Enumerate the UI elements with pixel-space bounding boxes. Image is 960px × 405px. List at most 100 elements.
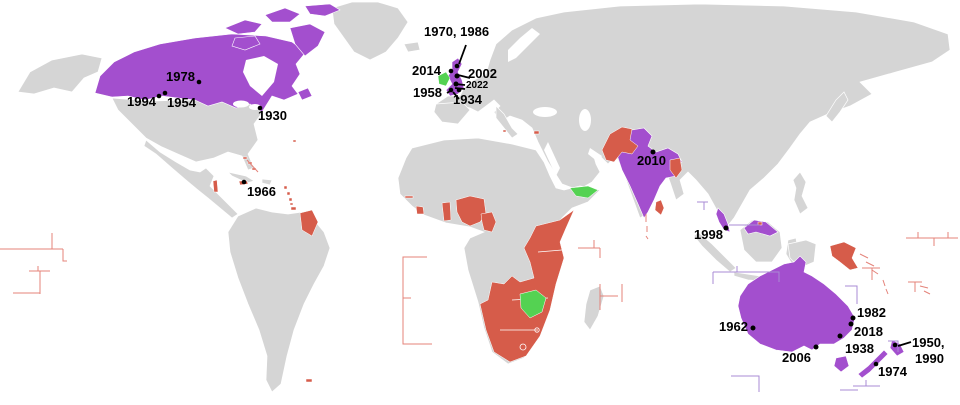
host-city-dot-christchurch [873, 361, 879, 367]
ghana-region [441, 201, 452, 222]
australia-region [737, 255, 856, 353]
birmingham-label-line-1 [454, 83, 466, 86]
lesotho-ring [519, 343, 527, 351]
host-city-dot-gold-coast [848, 321, 854, 327]
east-southern-africa-region [479, 209, 575, 363]
persian-gulf [588, 148, 602, 162]
baffin-island [289, 23, 326, 57]
year-label-glasgow: 2014 [412, 63, 441, 78]
fiji-marks [919, 285, 931, 295]
baltic-sea [508, 28, 540, 62]
eswatini-ring [534, 327, 540, 333]
maldives-marks [645, 214, 649, 240]
belize-region [212, 179, 219, 193]
edinburgh-label-line [458, 44, 467, 65]
alaska-region [17, 53, 103, 95]
year-label-brisbane: 1982 [857, 305, 886, 320]
atlantic-leader-lines [402, 256, 432, 345]
host-city-dot-kingston [241, 179, 247, 185]
former-members [437, 71, 599, 319]
zimbabwe-region [519, 289, 547, 319]
iceland-region [403, 41, 421, 53]
solomon-islands-marks [859, 253, 879, 275]
host-city-dot-vancouver [162, 90, 168, 96]
new-zealand-territory-lines [888, 340, 899, 352]
year-label-birmingham: 2022 [466, 80, 489, 91]
island-leader-lines [0, 201, 958, 392]
vanuatu-marks [882, 279, 889, 295]
hispaniola-region [261, 178, 273, 186]
year-label-hamilton: 1930 [258, 108, 287, 123]
manchester-label-line [457, 74, 471, 79]
lesser-antilles-2 [286, 191, 291, 196]
eurasia-region [434, 3, 951, 229]
mexico-central-america-region [143, 139, 239, 219]
bahamas-leader-line [246, 159, 259, 173]
red-sea [544, 142, 560, 176]
sierra-leone-region [415, 205, 425, 215]
canada-arctic-islands [224, 19, 263, 35]
host-city-dot-edinburgh [454, 63, 460, 69]
cyprus-region [533, 130, 540, 135]
bahamas-1 [242, 156, 248, 160]
year-label-auckland-line2: 1990 [915, 351, 944, 366]
host-city-dot-edmonton [196, 79, 202, 85]
cardiff-label-line [446, 89, 453, 94]
bermuda-region [292, 139, 297, 143]
malta-region [502, 129, 507, 133]
newfoundland-island [297, 87, 313, 101]
pacific-left-leader-lines [0, 233, 67, 294]
victoria-island [231, 35, 261, 51]
host-city-dot-glasgow [448, 68, 454, 74]
label-leader-lines [446, 44, 912, 347]
year-label-sydney: 1938 [845, 341, 874, 356]
host-city-dot-hamilton [257, 105, 263, 111]
south-america-region [227, 207, 331, 393]
indian-ocean-territory-lines [697, 201, 708, 210]
non-member-landmasses [17, 1, 951, 393]
sri-lanka-region [654, 199, 665, 216]
bangladesh-region [669, 157, 683, 179]
year-label-edmonton: 1978 [166, 69, 195, 84]
sea-cutouts [508, 28, 602, 176]
italy-region [495, 105, 519, 139]
year-label-kingston: 1966 [247, 184, 276, 199]
great-lakes [233, 100, 249, 108]
host-city-dot-perth [750, 325, 756, 331]
year-label-cardiff: 1958 [413, 85, 442, 100]
gambia-region [404, 195, 414, 199]
cuba-region [226, 171, 255, 184]
papua-new-guinea-region [829, 241, 859, 271]
pacific-right-leader-lines [862, 232, 958, 292]
canada-arctic-islands-2 [264, 7, 301, 23]
guyana-region [299, 209, 319, 237]
lesser-antilles-4 [289, 202, 294, 206]
caspian-sea [579, 109, 591, 131]
host-city-dot-kuala-lumpur [723, 225, 729, 231]
somaliland-region [569, 185, 599, 199]
tasmania-region [833, 355, 850, 373]
host-city-dot-sydney [837, 333, 843, 339]
lesser-antilles-3 [288, 197, 293, 202]
host-city-dot-delhi [650, 149, 656, 155]
year-label-melbourne: 2006 [782, 350, 811, 365]
canada-region [94, 33, 307, 113]
host-city-dot-victoria [156, 93, 162, 99]
year-label-auckland-line1: 1950, [912, 335, 945, 350]
year-label-delhi: 2010 [637, 153, 666, 168]
auckland-label-line [897, 341, 912, 347]
year-label-vancouver: 1954 [167, 95, 196, 110]
host-city-dots [156, 63, 898, 367]
trinidad-region [290, 206, 297, 211]
year-label-manchester: 2002 [468, 66, 497, 81]
madagascar-region [583, 285, 605, 331]
new-zealand-north-island [889, 339, 905, 357]
year-label-london: 1934 [453, 92, 482, 107]
nigeria-region [455, 195, 487, 227]
year-label-gold-coast: 2018 [854, 324, 883, 339]
falkland-islands-region [305, 378, 313, 383]
ireland-region [437, 71, 451, 87]
canada-arctic-islands-3 [304, 3, 341, 17]
london-label-line [452, 91, 460, 100]
